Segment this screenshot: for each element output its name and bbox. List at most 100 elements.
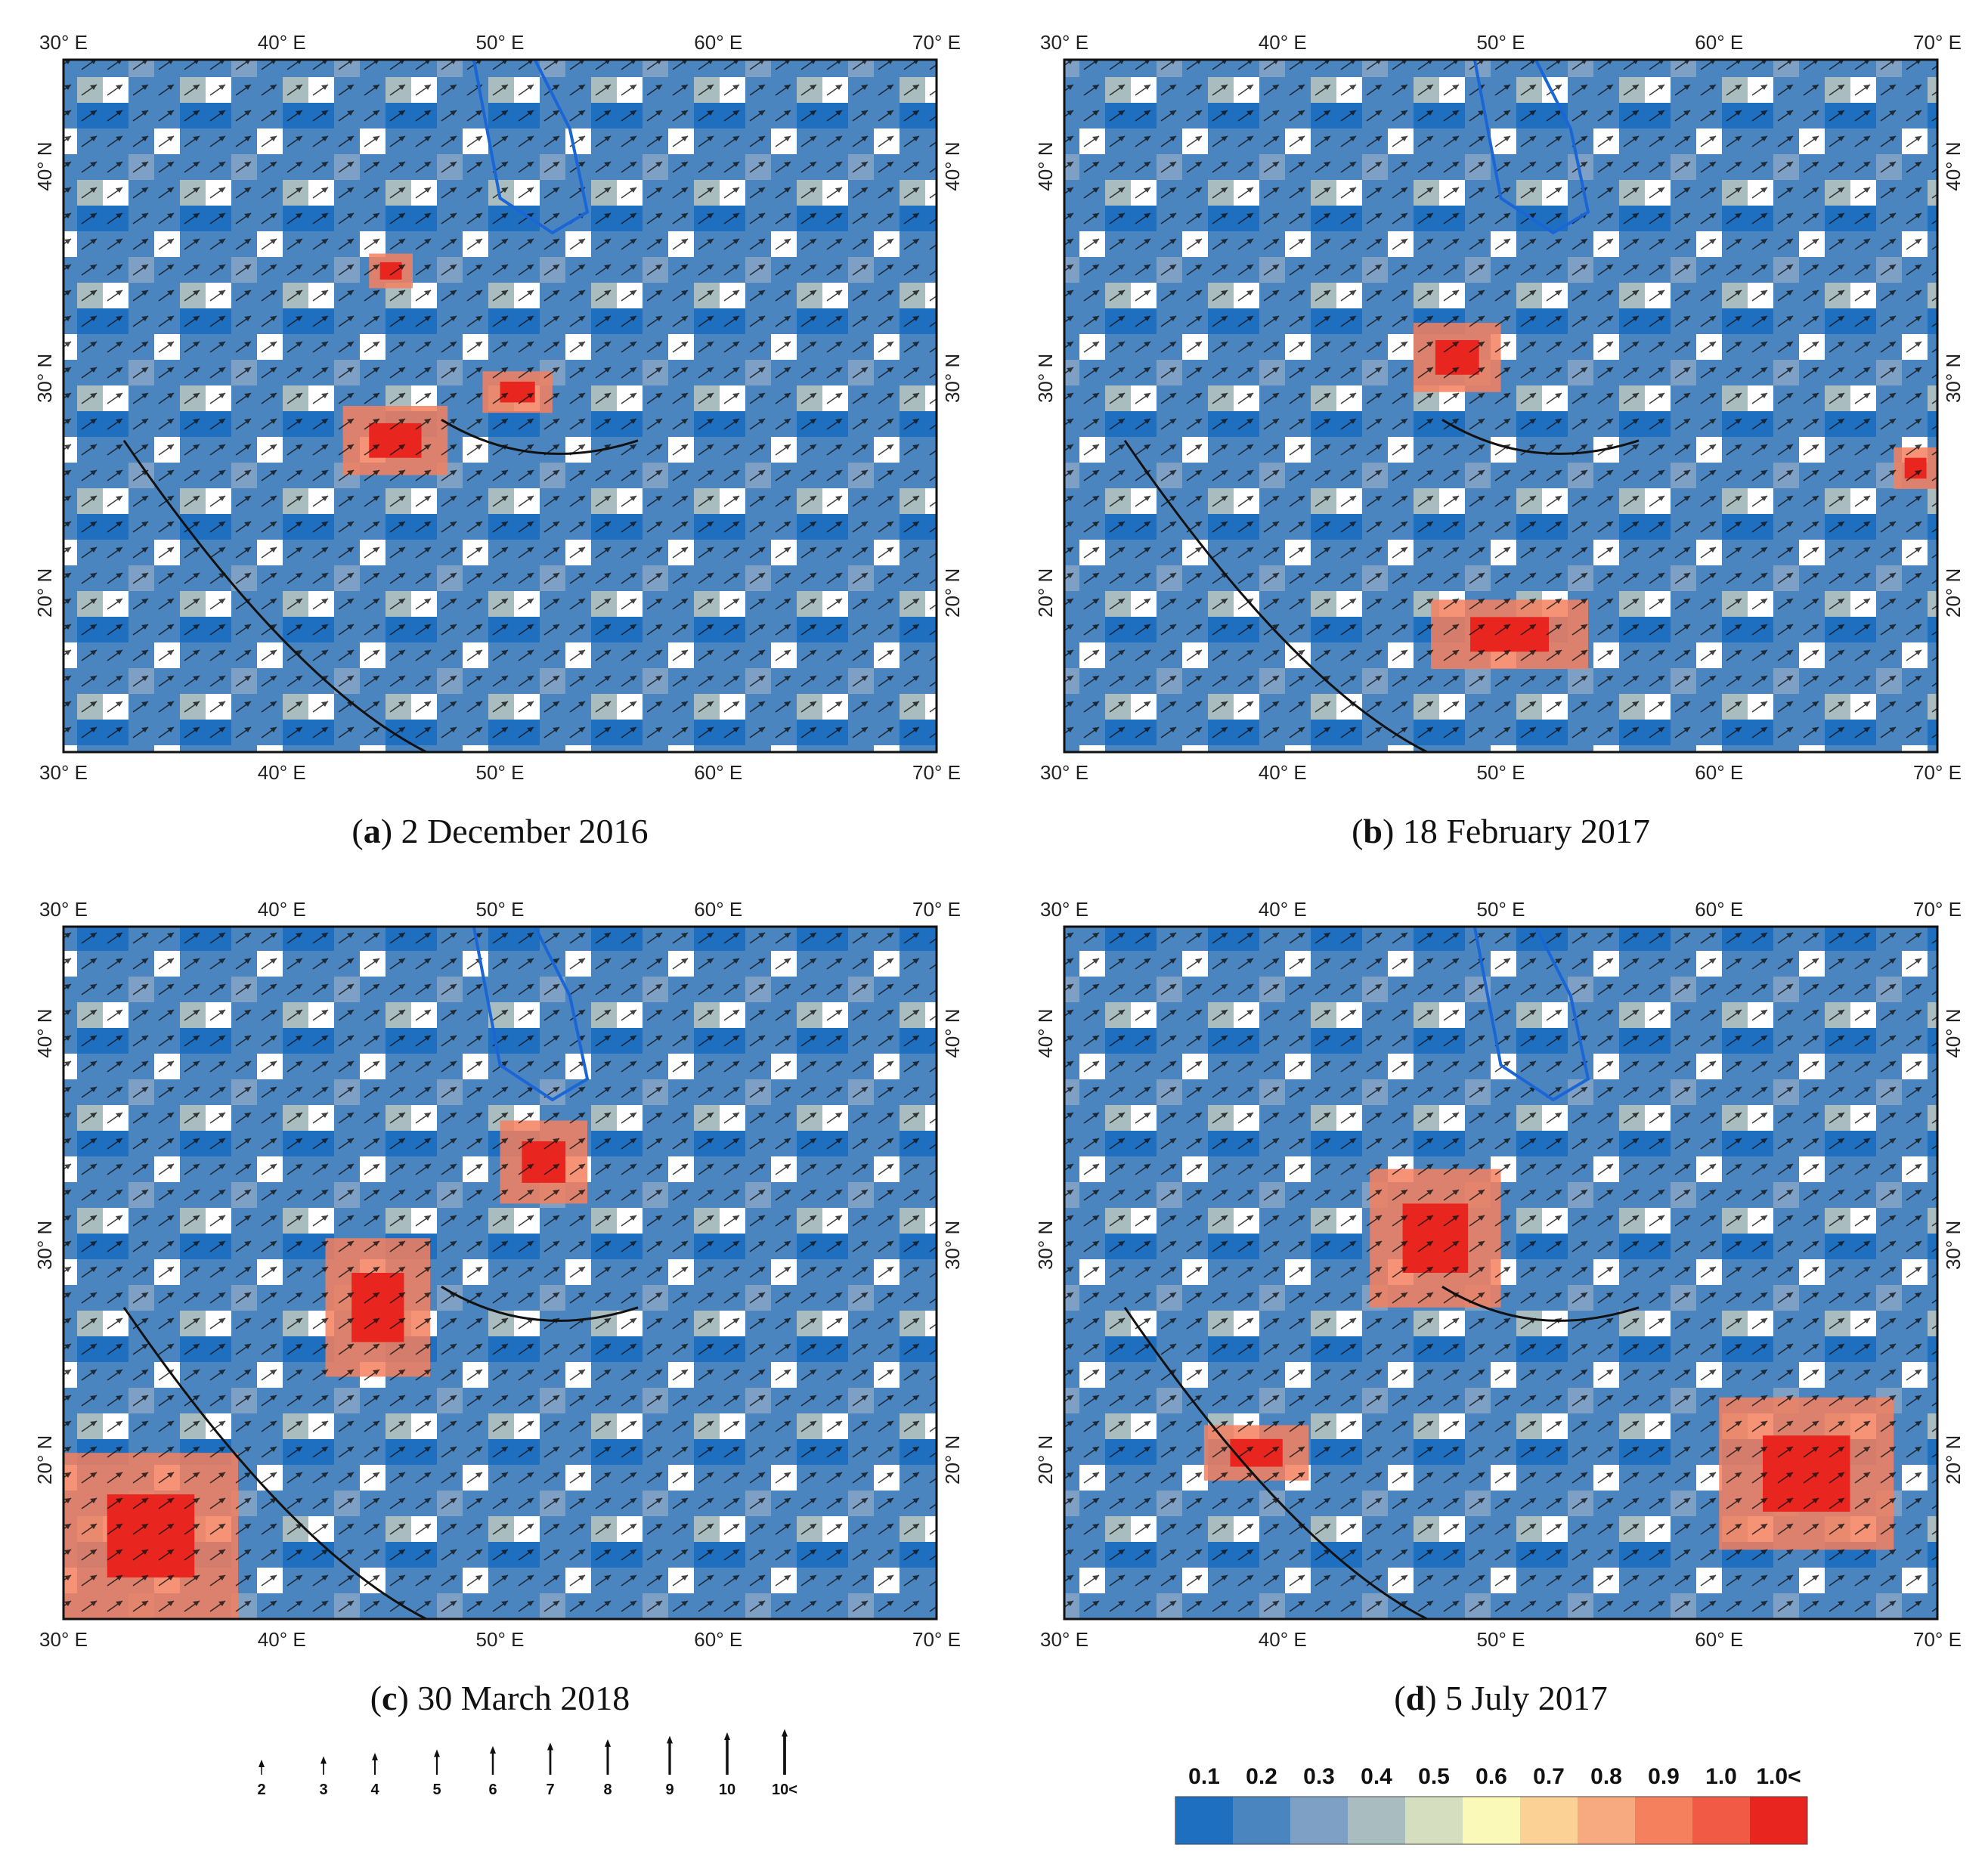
wind-arrow-head: [667, 1735, 673, 1744]
color-swatch: [1348, 1797, 1405, 1844]
wind-legend-label: 4: [370, 1782, 379, 1798]
lat-tick-right: 30° N: [941, 1221, 964, 1270]
wind-legend-label: 2: [257, 1782, 265, 1798]
coastline: [122, 419, 639, 754]
lat-tick-right: 40° N: [941, 1008, 964, 1057]
map-panel: 30° E 30° E 40° E 40° E 50° E 50° E 60° E 60° E…: [1034, 898, 1965, 1717]
wind-arrow-head: [782, 1729, 788, 1737]
color-swatch: [1290, 1797, 1348, 1844]
map-frame: [1063, 58, 1939, 754]
color-legend-label: 0.9: [1648, 1764, 1680, 1789]
lon-tick-top: 40° E: [1259, 31, 1307, 54]
lon-tick-bottom: 30° E: [39, 761, 88, 784]
lat-tick-right: 20° N: [1942, 1435, 1965, 1484]
lon-tick-bottom: 50° E: [476, 1628, 525, 1651]
map-frame: [1063, 925, 1939, 1621]
color-legend-label: 0.5: [1418, 1764, 1450, 1789]
wind-arrow-head: [372, 1753, 378, 1760]
lat-tick-left: 30° N: [1034, 1221, 1057, 1270]
wind-legend-label: 10<: [772, 1782, 797, 1798]
lat-tick-left: 30° N: [33, 1221, 56, 1270]
color-swatch: [1233, 1797, 1290, 1844]
color-legend-frame: [1175, 1796, 1808, 1845]
lat-tick-right: 20° N: [1942, 568, 1965, 618]
color-swatch: [1750, 1797, 1807, 1844]
lat-tick-right: 40° N: [941, 141, 964, 190]
lat-tick-right: 30° N: [941, 354, 964, 403]
panel-caption: (b) 18 February 2017: [1352, 812, 1650, 850]
panel-letter: d: [1406, 1679, 1426, 1717]
lon-tick-top: 30° E: [39, 31, 88, 54]
color-swatch: [1520, 1797, 1578, 1844]
panel-letter: b: [1363, 812, 1383, 850]
lon-tick-top: 50° E: [476, 898, 525, 921]
lon-tick-top: 60° E: [694, 31, 742, 54]
coastline: [122, 1286, 639, 1621]
lon-tick-bottom: 50° E: [1477, 1628, 1525, 1651]
lon-tick-top: 40° E: [258, 898, 306, 921]
map-panel: 30° E 30° E 40° E 40° E 50° E 50° E 60° E 60° E…: [1034, 31, 1965, 850]
caption-text: ) 2 December 2016: [381, 812, 649, 850]
map-panel: 30° E 30° E 40° E 40° E 50° E 50° E 60° E 60° E…: [33, 31, 964, 850]
lat-tick-right: 30° N: [1942, 354, 1965, 403]
color-swatch: [1578, 1797, 1635, 1844]
lat-tick-left: 20° N: [33, 1435, 56, 1484]
lon-tick-bottom: 50° E: [1477, 761, 1525, 784]
caption-text: ) 5 July 2017: [1425, 1679, 1608, 1717]
color-swatch: [1635, 1797, 1692, 1844]
lon-tick-bottom: 70° E: [1913, 1628, 1962, 1651]
lat-tick-left: 40° N: [33, 1008, 56, 1057]
color-legend-label: 0.2: [1246, 1764, 1277, 1789]
lat-tick-right: 20° N: [941, 1435, 964, 1484]
caspian-sea: [472, 59, 590, 235]
wind-arrow-head: [605, 1739, 611, 1747]
wind-arrow-head: [259, 1760, 265, 1767]
wind-arrows: [63, 60, 937, 752]
caption-text: (: [351, 812, 363, 850]
lon-tick-bottom: 70° E: [1913, 761, 1962, 784]
lat-tick-left: 30° N: [33, 354, 56, 403]
lon-tick-top: 50° E: [476, 31, 525, 54]
lon-tick-top: 30° E: [1040, 898, 1088, 921]
lat-tick-right: 20° N: [941, 568, 964, 618]
coastline: [1123, 419, 1640, 754]
lon-tick-bottom: 50° E: [476, 761, 525, 784]
color-swatch: [1405, 1797, 1463, 1844]
wind-arrow-head: [724, 1732, 730, 1740]
coastline: [1123, 1286, 1640, 1621]
map-panel: 30° E 30° E 40° E 40° E 50° E 50° E 60° E 60° E…: [33, 898, 964, 1717]
lat-tick-left: 40° N: [1034, 141, 1057, 190]
wind-arrow-head: [547, 1742, 553, 1751]
lon-tick-top: 60° E: [1695, 898, 1743, 921]
lat-tick-left: 20° N: [1034, 568, 1057, 618]
color-swatch: [1175, 1797, 1233, 1844]
wind-arrows: [1064, 60, 1937, 752]
lon-tick-bottom: 30° E: [39, 1628, 88, 1651]
color-legend-label: 0.6: [1476, 1764, 1507, 1789]
lat-tick-left: 20° N: [1034, 1435, 1057, 1484]
lon-tick-bottom: 40° E: [1259, 761, 1307, 784]
caspian-sea: [1472, 59, 1590, 235]
lat-tick-left: 30° N: [1034, 354, 1057, 403]
wind-legend-label: 3: [319, 1782, 327, 1798]
lon-tick-bottom: 60° E: [694, 761, 742, 784]
wind-arrow-head: [490, 1746, 496, 1754]
lon-tick-top: 70° E: [1913, 898, 1962, 921]
lon-tick-top: 40° E: [1259, 898, 1307, 921]
wind-arrows: [63, 927, 937, 1619]
lon-tick-top: 50° E: [1477, 898, 1525, 921]
color-swatch: [1692, 1797, 1750, 1844]
lon-tick-bottom: 30° E: [1040, 1628, 1088, 1651]
lon-tick-top: 70° E: [1913, 31, 1962, 54]
caption-text: ) 18 February 2017: [1383, 812, 1650, 850]
panel-letter: a: [364, 812, 381, 850]
lon-tick-bottom: 40° E: [1259, 1628, 1307, 1651]
lon-tick-top: 70° E: [912, 31, 961, 54]
lon-tick-top: 40° E: [258, 31, 306, 54]
wind-arrow-head: [320, 1756, 327, 1764]
lon-tick-top: 50° E: [1477, 31, 1525, 54]
wind-legend-label: 8: [603, 1782, 612, 1798]
lon-tick-bottom: 60° E: [1695, 761, 1743, 784]
lat-tick-right: 40° N: [1942, 141, 1965, 190]
